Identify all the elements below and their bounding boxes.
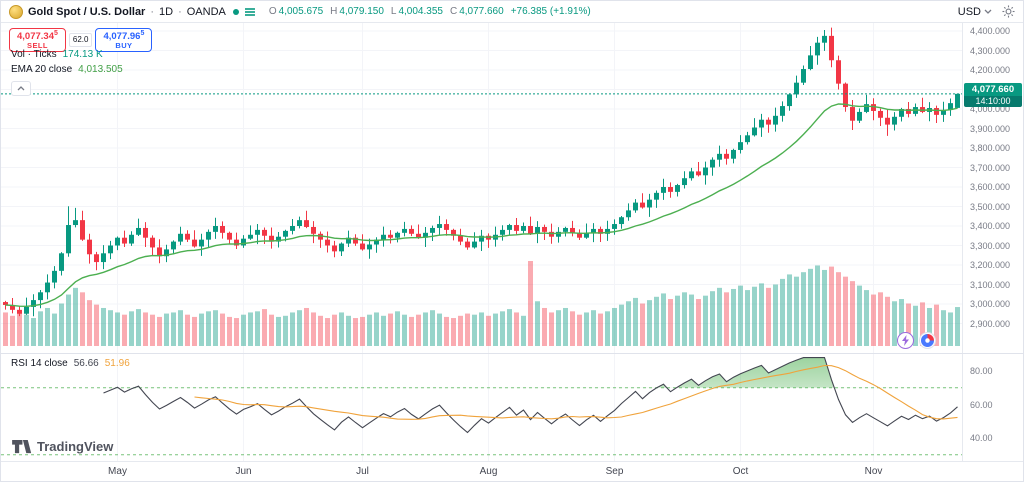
price-tick-label: 4,200.000 — [970, 65, 1011, 75]
month-tick-label: Aug — [479, 466, 498, 477]
price-axis[interactable]: 4,400.0004,300.0004,200.0004,100.0004,00… — [962, 23, 1023, 463]
floating-icons — [897, 332, 936, 349]
month-tick-label: Jul — [356, 466, 369, 477]
month-tick-label: Jun — [235, 466, 252, 477]
buy-price-fraction: 5 — [140, 30, 145, 37]
ema-legend-title: EMA 20 close — [11, 64, 73, 75]
rsi-overbought-fill — [103, 357, 958, 388]
spread-value: 62.0 — [68, 33, 93, 47]
price-tick-label: 3,100.000 — [970, 279, 1011, 290]
price-tick-label: 3,500.000 — [970, 201, 1011, 212]
price-tick-label: 3,800.000 — [970, 143, 1011, 153]
sell-price: 4,077.34 — [17, 31, 54, 43]
ohlc-label: O — [268, 6, 277, 17]
exchange-label[interactable]: OANDA — [186, 5, 226, 18]
buy-button[interactable]: 4,077.965 BUY — [95, 28, 153, 52]
ohlc-value: 4,004.355 — [398, 6, 443, 17]
price-tick-label: 3,400.000 — [970, 221, 1011, 231]
ohlc-label: L — [390, 6, 397, 17]
ema-line — [5, 103, 958, 308]
interval-label[interactable]: 1D — [159, 5, 174, 18]
ohlc-readout: O 4,005.675 H 4,079.150 L 4,004.355 C 4,077.… — [269, 6, 591, 17]
market-open-dot-icon — [232, 8, 239, 15]
rsi-legend-value: 56.66 — [73, 358, 99, 369]
month-tick-label: Oct — [732, 466, 749, 477]
tradingview-logo-icon — [12, 439, 32, 454]
legend-list-icon[interactable] — [244, 7, 256, 17]
buy-price: 4,077.96 — [103, 31, 141, 43]
sell-price-fraction: 5 — [53, 30, 58, 37]
price-tick-label: 3,600.000 — [970, 182, 1011, 192]
time-axis[interactable]: May Jun Jul Aug Sep Oct Nov — [1, 461, 1023, 481]
chart-header: Gold Spot / U.S. Dollar · 1D · OANDA O 4,… — [1, 1, 1023, 23]
pane-separator[interactable] — [1, 353, 1023, 354]
price-tick-label: 3,000.000 — [970, 299, 1011, 309]
separator: · — [150, 5, 155, 18]
tradingview-logo[interactable]: TradingView — [11, 439, 113, 454]
ohlc-value: 4,005.675 — [278, 6, 324, 17]
price-tick-label: 3,200.000 — [970, 260, 1011, 270]
sell-button[interactable]: 4,077.345 SELL — [9, 28, 66, 52]
month-tick-label: May — [108, 466, 127, 477]
change-readout: +76.385 (+1.91%) — [510, 6, 591, 17]
price-tick-label: 4,400.000 — [970, 26, 1011, 36]
ohlc-value: 4,077.660 — [459, 6, 504, 17]
rsi-ma-value: 51.96 — [104, 358, 130, 369]
broker-logo-icon[interactable] — [919, 332, 936, 349]
chevron-up-icon — [17, 86, 25, 91]
rsi-ma-line — [194, 364, 958, 420]
gridlines-layer — [1, 23, 964, 463]
currency-label: USD — [957, 5, 981, 18]
month-tick-label: Nov — [864, 466, 883, 477]
sell-label: SELL — [27, 41, 48, 51]
badge-price: 4,077.660 — [964, 82, 1022, 96]
rsi-line — [103, 357, 958, 434]
quick-trade-bolt-icon[interactable] — [897, 332, 914, 349]
rsi-tick-label: 40.00 — [970, 433, 993, 443]
rsi-tick-label: 80.00 — [970, 366, 993, 376]
last-price-badge: 4,077.660 14:10:00 — [964, 82, 1022, 107]
badge-countdown: 14:10:00 — [964, 95, 1022, 107]
header-right-tools: USD — [958, 5, 1015, 18]
price-tick-label: 3,900.000 — [970, 123, 1011, 134]
price-tick-label: 4,000.000 — [970, 104, 1011, 114]
ema-legend[interactable]: EMA 20 close 4,013.505 — [11, 64, 123, 75]
ohlc-value: 4,079.150 — [339, 6, 384, 17]
volume-legend-value: 174.13 K — [62, 49, 103, 60]
collapse-legend-button[interactable] — [11, 81, 31, 96]
buy-label: BUY — [115, 41, 133, 51]
price-tick-label: 4,300.000 — [970, 45, 1011, 56]
ohlc-label: H — [330, 6, 338, 17]
symbol-title[interactable]: Gold Spot / U.S. Dollar — [28, 5, 146, 18]
price-tick-label: 3,700.000 — [970, 162, 1011, 173]
ohlc-label: C — [449, 6, 458, 17]
month-tick-label: Sep — [605, 466, 624, 477]
rsi-legend-title: RSI 14 close — [11, 358, 68, 369]
price-tick-label: 2,900.000 — [970, 318, 1011, 329]
price-tick-label: 3,300.000 — [970, 240, 1011, 251]
volume-layer — [3, 261, 960, 346]
volume-legend-title: Vol · Ticks — [11, 49, 57, 60]
buy-sell-panel: 4,077.345 SELL 62.0 4,077.965 BUY — [9, 28, 153, 52]
rsi-tick-label: 60.00 — [970, 399, 993, 410]
separator: · — [178, 5, 182, 18]
instrument-logo-icon — [9, 4, 23, 19]
rsi-legend[interactable]: RSI 14 close 56.66 51.96 — [11, 358, 130, 369]
volume-legend[interactable]: Vol · Ticks 174.13 K — [11, 49, 103, 60]
chart-canvas[interactable] — [1, 23, 964, 463]
ema-legend-value: 4,013.505 — [78, 64, 123, 75]
settings-gear-icon[interactable] — [1002, 5, 1015, 18]
tradingview-logo-text: TradingView — [37, 439, 114, 454]
candles-layer — [3, 27, 960, 317]
chevron-down-icon — [984, 9, 992, 14]
currency-selector[interactable]: USD — [958, 6, 992, 18]
